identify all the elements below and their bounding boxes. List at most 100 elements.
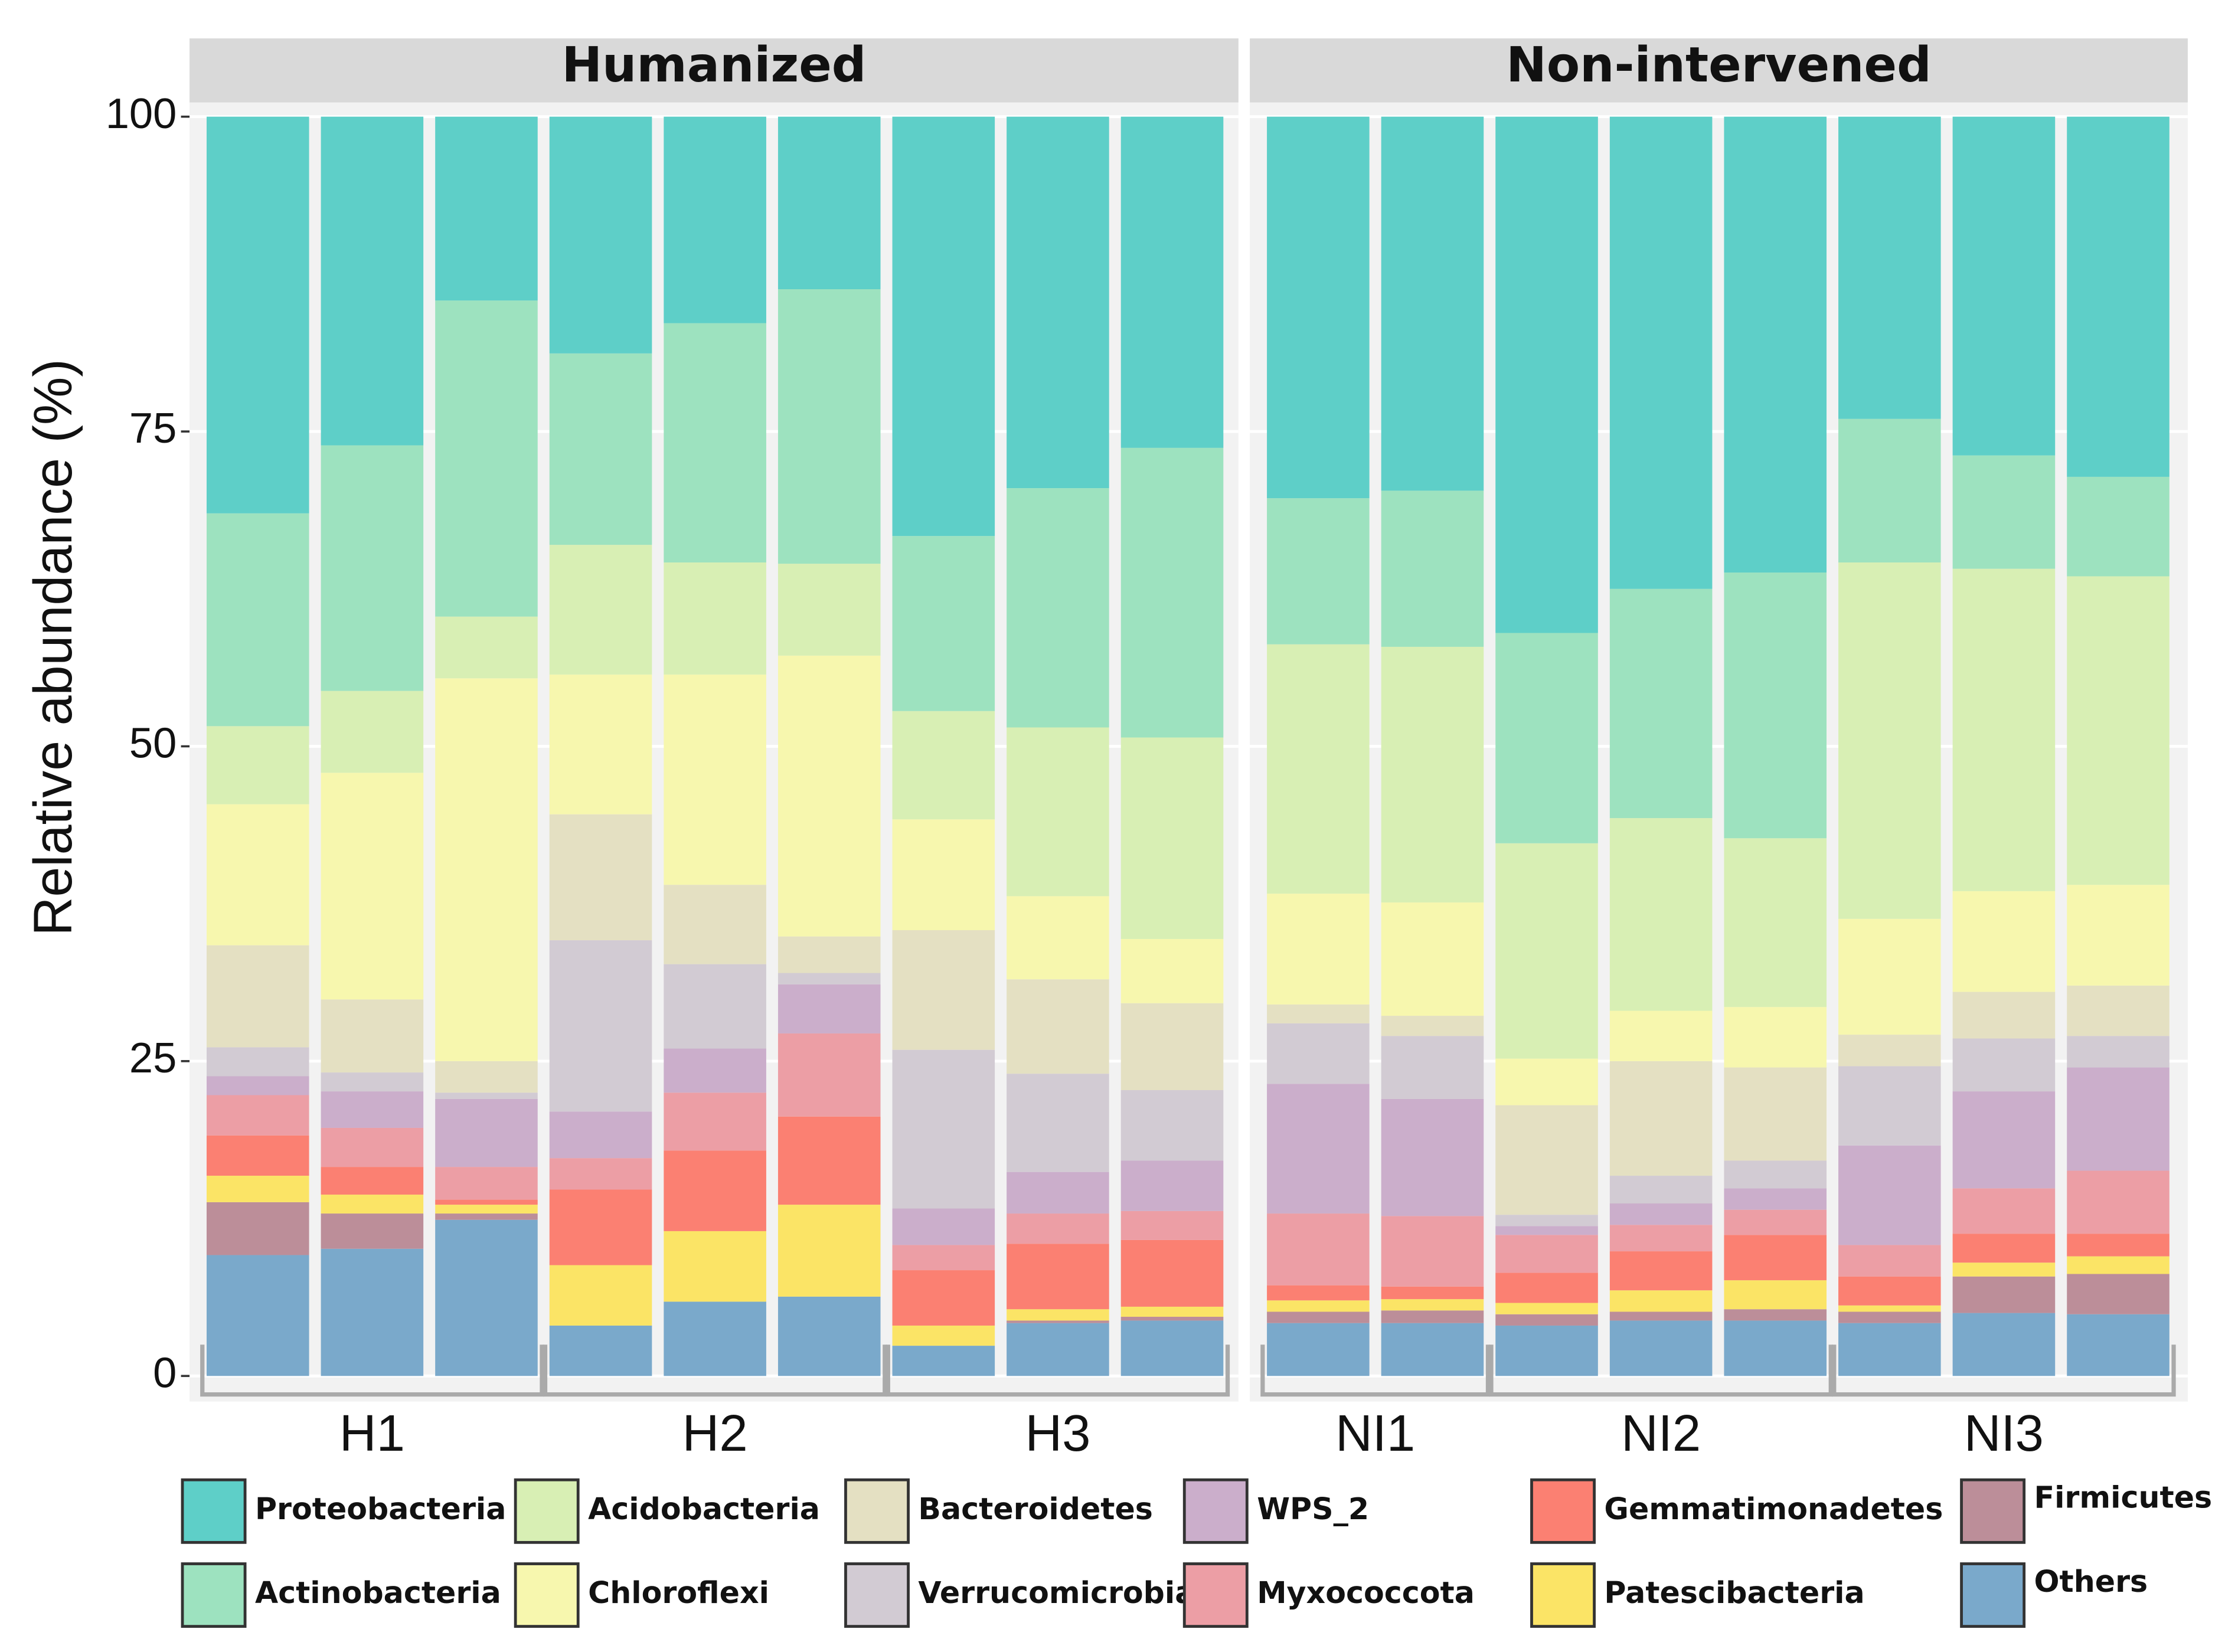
bar-segment <box>1724 116 1827 573</box>
panel-title: Humanized <box>561 37 866 93</box>
bar-segment <box>1007 979 1109 1074</box>
bar-segment <box>1724 1188 1827 1210</box>
bar-segment <box>1267 498 1370 645</box>
bar-segment <box>1609 1203 1713 1225</box>
bar-segment <box>777 1116 881 1205</box>
bar-segment <box>1007 1172 1109 1214</box>
bar-segment <box>1007 1320 1109 1323</box>
bar-segment <box>1381 1036 1484 1099</box>
bar-segment <box>206 1047 309 1077</box>
bar-segment <box>1838 1276 1941 1306</box>
y-axis-title: Relative abundance (%) <box>23 359 83 936</box>
legend-swatch <box>1182 1478 1249 1544</box>
bar-segment <box>1724 838 1827 1007</box>
bar-segment <box>1838 1305 1941 1312</box>
bar-segment <box>892 1270 995 1326</box>
legend-swatch <box>1960 1478 2026 1544</box>
bar-segment <box>1007 727 1109 897</box>
strip-background <box>1250 38 2188 103</box>
bar-segment <box>206 945 309 1048</box>
bar-segment <box>2067 1067 2170 1171</box>
bar-segment <box>1381 902 1484 1016</box>
legend-swatch <box>844 1562 910 1628</box>
bar-segment <box>321 773 424 1000</box>
bar-segment <box>1267 1023 1370 1084</box>
bar-segment <box>777 289 881 564</box>
bar-segment <box>1381 116 1484 491</box>
bar-segment <box>664 1092 766 1151</box>
bar-segment <box>1495 843 1598 1059</box>
bar-segment <box>1267 644 1370 894</box>
bar-segment <box>2067 116 2170 477</box>
bar-segment <box>1120 1317 1224 1321</box>
bar-segment <box>1495 633 1598 843</box>
bar-segment <box>1952 1188 2056 1234</box>
bar-segment <box>1952 1262 2056 1277</box>
bar-segment <box>1120 116 1224 448</box>
bar-segment <box>1007 1213 1109 1244</box>
bar-segment <box>206 804 309 946</box>
bar-segment <box>1724 1309 1827 1321</box>
legend-swatch <box>1182 1562 1249 1628</box>
bar-segment <box>777 1205 881 1297</box>
y-tick-label: 25 <box>129 1035 177 1082</box>
legend-swatch <box>514 1562 580 1628</box>
bar-segment <box>1838 1323 1941 1376</box>
bar-segment <box>1724 1320 1827 1376</box>
legend-label: Actinobacteria <box>255 1575 501 1610</box>
bar-segment <box>664 885 766 964</box>
bar-segment <box>435 300 538 617</box>
y-tick-label: 0 <box>153 1349 177 1396</box>
bar-segment <box>1007 1244 1109 1310</box>
bar-segment <box>1120 1211 1224 1240</box>
bar-segment <box>1952 891 2056 992</box>
bar-segment <box>664 1048 766 1093</box>
bar-segment <box>549 1189 652 1265</box>
bar-segment <box>1724 1067 1827 1161</box>
group-bracket <box>200 1345 544 1397</box>
bar-segment <box>1120 737 1224 939</box>
bar-segment <box>1609 116 1713 589</box>
bar-segment <box>1952 1276 2056 1313</box>
bar-segment <box>435 1092 538 1099</box>
group-bracket <box>1489 1345 1833 1397</box>
bar-segment <box>892 116 995 537</box>
x-group-label: NI1 <box>1335 1405 1415 1462</box>
bar-segment <box>1952 1234 2056 1263</box>
bar-segment <box>1007 896 1109 980</box>
panel-title: Non-intervened <box>1506 37 1931 93</box>
bar-segment <box>892 1049 995 1209</box>
legend-label: Verrucomicrobia <box>918 1575 1195 1610</box>
bar-segment <box>1120 1160 1224 1211</box>
legend-label: Patescibacteria <box>1604 1575 1864 1610</box>
bar-segment <box>206 1135 309 1176</box>
bar-segment <box>1952 1091 2056 1189</box>
bar-segment <box>1120 1320 1224 1376</box>
bar-segment <box>1007 1309 1109 1321</box>
bar-segment <box>1838 1066 1941 1146</box>
bar-segment <box>1609 1061 1713 1176</box>
legend-swatch <box>844 1478 910 1544</box>
group-bracket <box>1260 1345 1491 1397</box>
bar-segment <box>664 674 766 885</box>
bar-segment <box>664 1231 766 1302</box>
y-tick-label: 100 <box>106 90 177 138</box>
bar-segment <box>892 536 995 711</box>
bar-segment <box>777 1296 881 1376</box>
bar-segment <box>1007 1074 1109 1172</box>
bar-segment <box>1838 1145 1941 1245</box>
bar-segment <box>321 1195 424 1214</box>
bar-segment <box>1381 1216 1484 1287</box>
bar-segment <box>1495 116 1598 633</box>
bar-segment <box>892 1346 995 1376</box>
bar-segment <box>1495 1272 1598 1303</box>
legend-label: Myxococcota <box>1257 1575 1475 1610</box>
bar-segment <box>321 1127 424 1167</box>
bar-segment <box>549 545 652 675</box>
bar-segment <box>1609 1176 1713 1203</box>
bar-segment <box>549 940 652 1112</box>
x-group-label: H3 <box>1025 1405 1090 1462</box>
bar-segment <box>206 726 309 804</box>
bar-segment <box>1838 1311 1941 1323</box>
bar-segment <box>321 999 424 1073</box>
